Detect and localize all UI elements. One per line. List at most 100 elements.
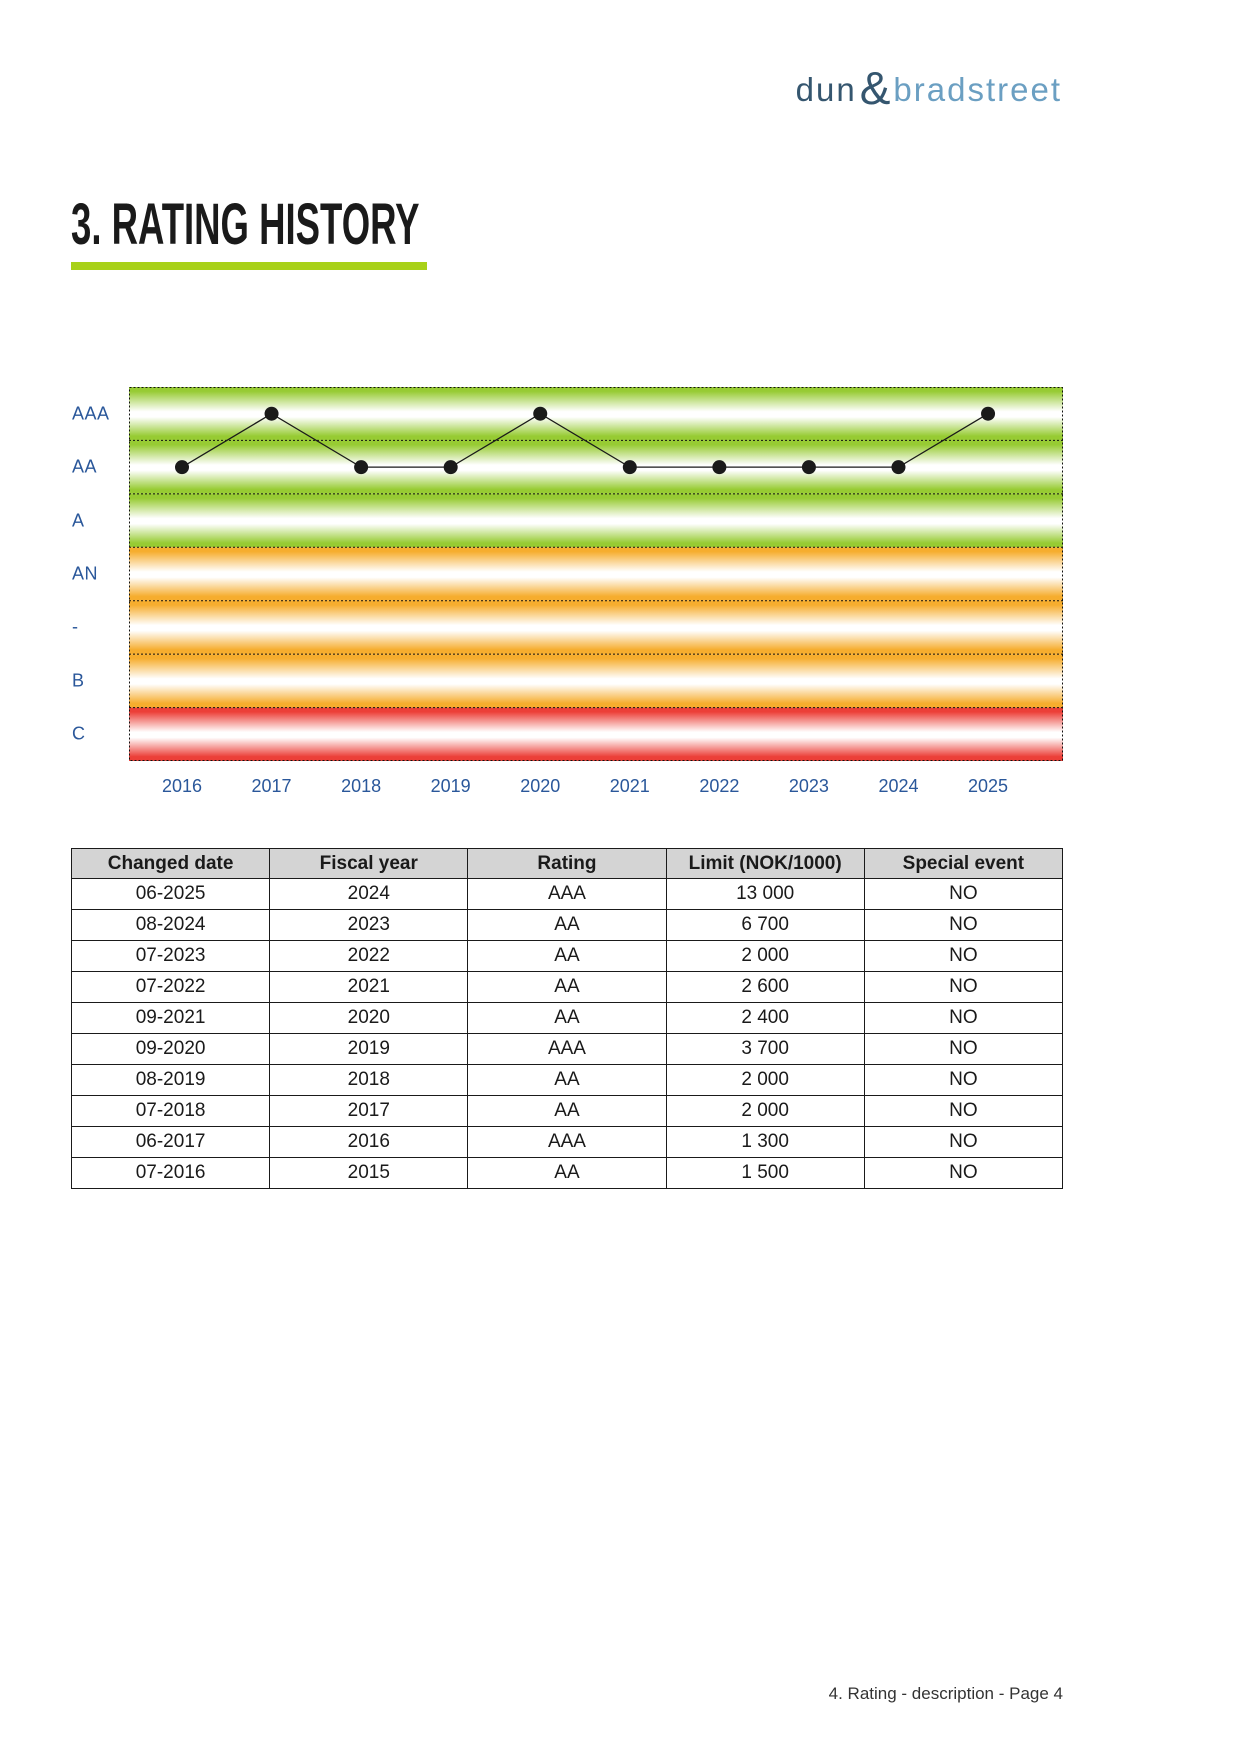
table-cell: 07-2023 — [70, 940, 271, 972]
data-point-2016 — [175, 460, 189, 475]
x-axis-label-2020: 2020 — [520, 776, 561, 796]
table-cell: AA — [467, 971, 667, 1003]
y-axis-label-AAA: AAA — [72, 403, 110, 424]
x-axis-label-2024: 2024 — [878, 776, 919, 796]
table-cell: 2 000 — [665, 1095, 865, 1127]
table-cell: AAA — [467, 1033, 667, 1065]
rating-band-AN — [129, 547, 1063, 601]
table-cell: 1 300 — [665, 1126, 865, 1158]
data-point-2020 — [533, 406, 548, 421]
table-header-cell: Rating — [467, 848, 667, 879]
table-cell: NO — [863, 971, 1064, 1003]
rating-band-- — [129, 600, 1063, 655]
table-cell: AAA — [467, 1126, 667, 1158]
table-row: 07-2023 2022 AA 2 000 NO — [70, 940, 1064, 972]
table-cell: 2022 — [269, 940, 469, 972]
x-axis-label-2019: 2019 — [430, 776, 471, 796]
table-head: Changed date Fiscal year Rating Limit (NOK/… — [70, 848, 1064, 879]
table-cell: NO — [863, 909, 1064, 941]
x-axis-label-2025: 2025 — [968, 776, 1009, 796]
table-cell: 2021 — [269, 971, 469, 1003]
data-point-2024 — [891, 460, 906, 475]
table-row: 08-2019 2018 AA 2 000 NO — [70, 1064, 1064, 1096]
data-point-2022 — [712, 460, 727, 475]
data-point-2025 — [981, 406, 996, 421]
table-cell: 1 500 — [665, 1157, 865, 1189]
table-row: 06-2017 2016 AAA 1 300 NO — [70, 1126, 1064, 1158]
table-cell: AA — [467, 909, 667, 941]
table-cell: 2020 — [269, 1002, 469, 1034]
plot-border — [129, 387, 1063, 761]
y-axis-label--: - — [72, 616, 79, 637]
table-cell: AA — [467, 1002, 667, 1034]
rating-line — [181, 412, 989, 468]
y-axis-label-C: C — [72, 723, 86, 744]
data-point-2019 — [443, 460, 458, 475]
table-header-row: Changed date Fiscal year Rating Limit (NOK/… — [70, 848, 1064, 879]
table-cell: 2017 — [269, 1095, 469, 1127]
table-cell: 2 000 — [665, 940, 865, 972]
table-cell: 2018 — [269, 1064, 469, 1096]
table-header-cell: Special event — [863, 848, 1064, 879]
data-point-2017 — [264, 406, 279, 421]
rating-band-AAA — [129, 387, 1063, 441]
table-cell: 2023 — [269, 909, 469, 941]
x-axis-label-2016: 2016 — [161, 776, 203, 796]
rating-band-B — [129, 654, 1063, 708]
rating-band-AA — [129, 440, 1063, 494]
table-row: 09-2021 2020 AA 2 400 NO — [70, 1002, 1064, 1034]
page-footer: 4. Rating - description - Page 4 — [828, 1684, 1063, 1703]
x-axis-label-2022: 2022 — [699, 776, 740, 796]
table-row: 09-2020 2019 AAA 3 700 NO — [70, 1033, 1064, 1065]
table-row: 06-2025 2024 AAA 13 000 NO — [70, 878, 1064, 910]
table-cell: NO — [863, 1157, 1064, 1189]
table-cell: NO — [863, 1033, 1064, 1065]
table-cell: AA — [467, 1157, 667, 1189]
x-axis-label-2017: 2017 — [251, 776, 292, 796]
x-axis-label-2023: 2023 — [788, 776, 829, 796]
table-cell: 07-2022 — [70, 971, 271, 1003]
table-cell: NO — [863, 878, 1064, 910]
y-axis-label-AA: AA — [72, 456, 98, 477]
rating-band-A — [129, 493, 1063, 548]
table-cell: 09-2020 — [70, 1033, 271, 1065]
table-cell: AA — [467, 940, 667, 972]
table-cell: NO — [863, 1095, 1064, 1127]
y-axis-label-A: A — [72, 510, 85, 531]
data-point-2021 — [622, 460, 637, 475]
table-cell: 2016 — [269, 1126, 469, 1158]
table-cell: 07-2018 — [70, 1095, 271, 1127]
title-underline — [71, 262, 427, 270]
table-cell: 2019 — [269, 1033, 469, 1065]
table-cell: 2024 — [269, 878, 469, 910]
logo-word-dun: dun — [795, 71, 857, 108]
table-row: 08-2024 2023 AA 6 700 NO — [70, 909, 1064, 941]
table-row: 07-2016 2015 AA 1 500 NO — [70, 1157, 1064, 1189]
table-cell: 07-2016 — [70, 1157, 271, 1189]
table-cell: AAA — [467, 878, 667, 910]
data-point-2023 — [801, 460, 816, 475]
table-row: 07-2022 2021 AA 2 600 NO — [70, 971, 1064, 1003]
table-cell: NO — [863, 1002, 1064, 1034]
table-cell: 06-2025 — [70, 878, 271, 910]
table-header-cell: Limit (NOK/1000) — [665, 848, 865, 879]
table-header-cell: Fiscal year — [269, 848, 469, 879]
table-cell: 2015 — [269, 1157, 469, 1189]
dun-bradstreet-logo: dun & bradstreet — [795, 62, 1062, 116]
table-cell: 09-2021 — [70, 1002, 271, 1034]
table-cell: 2 000 — [665, 1064, 865, 1096]
table-cell: AA — [467, 1095, 667, 1127]
y-axis-label-AN: AN — [72, 563, 99, 584]
rating-history-table: Changed date Fiscal year Rating Limit (NOK/… — [70, 848, 1064, 1189]
table-cell: 6 700 — [665, 909, 865, 941]
rating-history-plot — [129, 387, 1063, 761]
table-cell: NO — [863, 1064, 1064, 1096]
table-cell: AA — [467, 1064, 667, 1096]
table-header-cell: Changed date — [70, 848, 271, 879]
ampersand-icon: & — [859, 62, 891, 114]
table-cell: 3 700 — [665, 1033, 865, 1065]
table-cell: 2 600 — [665, 971, 865, 1003]
table-cell: 08-2019 — [70, 1064, 271, 1096]
y-axis-label-B: B — [72, 670, 85, 691]
